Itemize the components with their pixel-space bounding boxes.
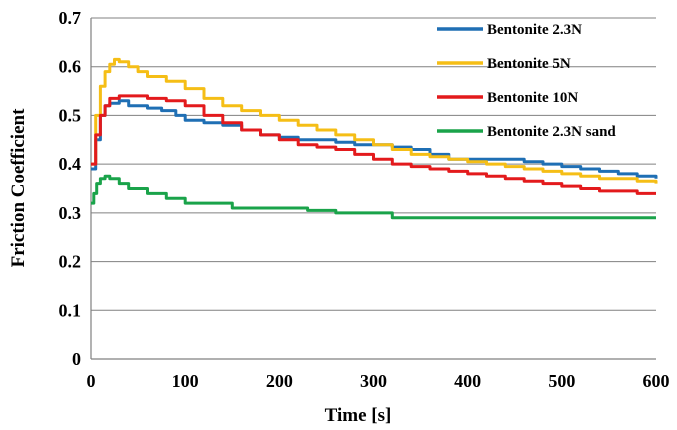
- y-tick-label: 0.6: [59, 57, 82, 77]
- axis-layer: [90, 18, 656, 360]
- x-tick-label: 200: [266, 371, 293, 391]
- legend-item: Bentonite 5N: [437, 56, 571, 72]
- series-line-4: [91, 174, 656, 220]
- legend-label: Bentonite 2.3N: [487, 22, 582, 38]
- y-tick-label: 0.4: [59, 154, 82, 174]
- y-axis-title: Friction Coefficient: [8, 108, 29, 267]
- x-tick-label: 300: [360, 371, 387, 391]
- y-tick-label: 0.1: [59, 300, 82, 320]
- x-axis-title: Time [s]: [325, 405, 392, 426]
- x-tick-label: 600: [643, 371, 670, 391]
- series-line-2: [91, 57, 658, 184]
- legend-label: Bentonite 10N: [487, 90, 578, 106]
- legend-item: Bentonite 2.3N sand: [437, 124, 616, 140]
- y-tick-label: 0: [72, 349, 81, 369]
- legend-item: Bentonite 2.3N: [437, 22, 582, 38]
- tick-layer: 0 0.1 0.2 0.3 0.4 0.5 0.6 0.7 0 100 200 300 400 500 60…: [59, 8, 670, 391]
- x-tick-label: 0: [87, 371, 96, 391]
- legend-label: Bentonite 2.3N sand: [487, 124, 616, 140]
- y-tick-label: 0.7: [59, 8, 82, 28]
- grid-layer: [91, 17, 656, 311]
- x-tick-label: 100: [172, 371, 199, 391]
- legend-label: Bentonite 5N: [487, 56, 571, 72]
- legend: Bentonite 2.3N Bentonite 5N Bentonite 10N B…: [437, 22, 616, 140]
- y-tick-label: 0.5: [59, 105, 82, 125]
- x-tick-label: 400: [454, 371, 481, 391]
- y-tick-label: 0.2: [59, 252, 82, 272]
- legend-item: Bentonite 10N: [437, 90, 578, 106]
- x-tick-label: 500: [548, 371, 575, 391]
- series-line-3: [91, 94, 656, 195]
- series-layer: [91, 57, 658, 220]
- y-tick-label: 0.3: [59, 203, 82, 223]
